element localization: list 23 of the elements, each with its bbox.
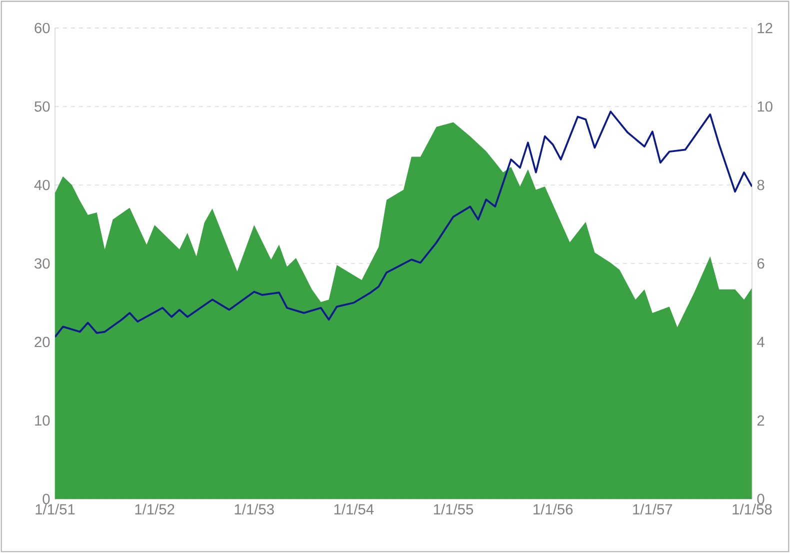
x-tick-label: 1/1/58 [732,504,772,514]
y2-tick-label: 8 [757,180,764,190]
x-tick-label: 1/1/55 [434,504,474,514]
y2-tick-label: 4 [757,336,764,348]
y2-tick-label: 2 [757,415,764,426]
y-tick-label: 10 [35,415,50,426]
y-tick-label: 60 [34,22,50,34]
y-tick-label: 50 [34,101,50,112]
y2-tick-label: 0 [757,494,764,504]
y-tick-label: 20 [34,336,50,348]
y-tick-label: 40 [34,180,50,190]
x-tick-label: 1/1/52 [135,504,174,514]
line-series [55,110,752,338]
x-tick-label: 1/1/53 [234,504,274,514]
y-tick-label: 30 [34,258,50,269]
x-tick-label: 1/1/56 [534,504,573,514]
y2-tick-label: 10 [758,101,772,112]
x-tick-label: 1/1/57 [633,504,672,514]
x-tick-label: 1/1/54 [334,504,374,514]
y2-tick-label: 6 [757,258,764,269]
y2-tick-label: 12 [758,22,772,34]
x-tick-label: 1/1/51 [36,504,75,514]
y-tick-label: 0 [42,494,50,504]
